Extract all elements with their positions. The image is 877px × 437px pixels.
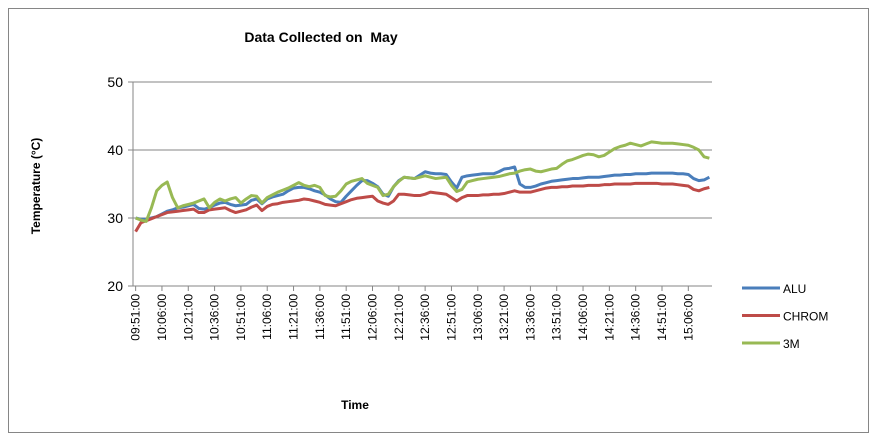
series-line xyxy=(135,165,711,221)
x-tick-label: 12:51:00 xyxy=(444,294,458,341)
chart-border xyxy=(8,8,869,433)
series-line xyxy=(134,181,710,233)
x-tick-label: 12:06:00 xyxy=(365,294,379,341)
x-tick-label: 10:36:00 xyxy=(208,294,222,341)
x-tick-label: 10:06:00 xyxy=(155,294,169,341)
x-tick-label: 14:51:00 xyxy=(655,294,669,341)
y-tick-label: 20 xyxy=(107,278,123,294)
x-tick-label: 13:06:00 xyxy=(471,294,485,341)
legend-label: ALU xyxy=(783,282,806,296)
x-tick-label: 11:06:00 xyxy=(260,294,274,340)
x-tick-label: 10:21:00 xyxy=(181,294,195,341)
x-tick-label: 15:06:00 xyxy=(681,294,695,341)
x-tick-label: 12:36:00 xyxy=(418,294,432,341)
x-tick-label: 11:21:00 xyxy=(287,294,301,340)
legend-label: CHROM xyxy=(783,310,828,324)
x-tick-label: 14:21:00 xyxy=(602,294,616,341)
x-tick-label: 11:36:00 xyxy=(313,294,327,340)
x-tick-label: 11:51:00 xyxy=(339,294,353,340)
x-axis-label: Time xyxy=(341,398,369,412)
x-tick-label: 14:06:00 xyxy=(576,294,590,341)
chart-title: Data Collected on May xyxy=(244,29,397,45)
x-tick-label: 14:36:00 xyxy=(629,294,643,341)
x-tick-label: 13:21:00 xyxy=(497,294,511,341)
y-axis-label: Temperature (°C) xyxy=(29,138,43,235)
x-tick-label: 12:21:00 xyxy=(392,294,406,341)
x-tick-label: 13:51:00 xyxy=(550,294,564,341)
series-line xyxy=(135,140,710,223)
y-tick-label: 40 xyxy=(107,142,123,158)
x-tick-label: 09:51:00 xyxy=(129,294,143,341)
y-tick-label: 50 xyxy=(107,74,123,90)
y-tick-label: 30 xyxy=(107,210,123,226)
x-tick-label: 13:36:00 xyxy=(523,294,537,341)
x-tick-label: 10:51:00 xyxy=(234,294,248,341)
legend-label: 3M xyxy=(783,337,800,351)
